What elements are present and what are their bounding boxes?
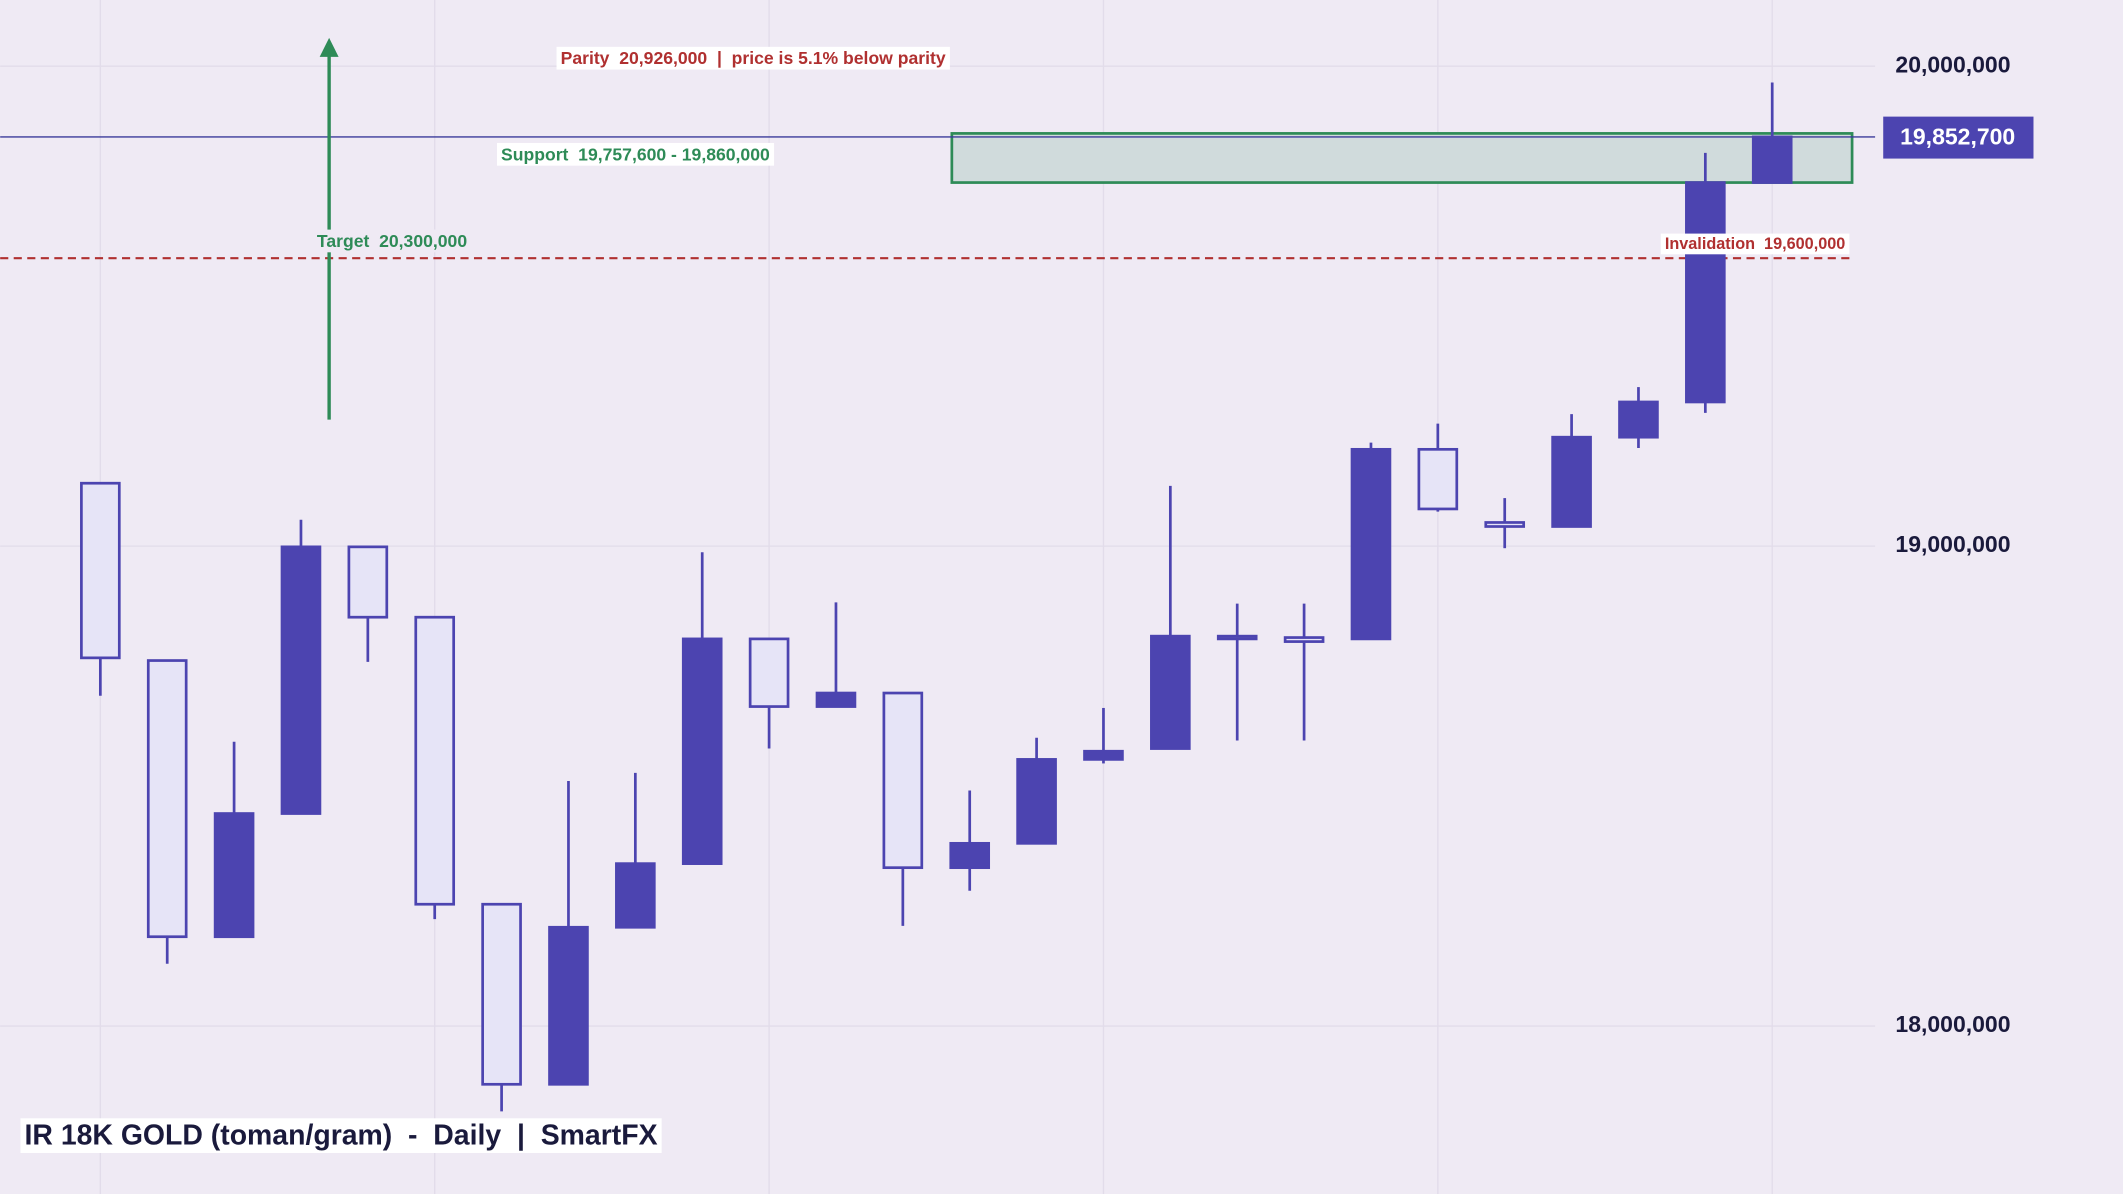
- candle-body: [1016, 758, 1057, 845]
- candle-body: [1685, 181, 1726, 404]
- candle-body: [681, 637, 723, 865]
- candle-body: [1150, 634, 1191, 750]
- candle-body: [615, 862, 656, 929]
- candle-body: [1083, 749, 1124, 761]
- zones: [0, 37, 1876, 420]
- candle-body: [1618, 400, 1659, 439]
- y-tick-label: 19,000,000: [1895, 531, 2010, 557]
- candle-body: [949, 841, 991, 870]
- invalidation-label-bg: [1660, 233, 1850, 255]
- candle-body: [280, 545, 322, 815]
- target-arrowhead: [319, 37, 339, 57]
- y-tick-label: 18,000,000: [1895, 1011, 2010, 1037]
- target-label-bg: [312, 229, 472, 253]
- candle-body: [1350, 447, 1392, 641]
- parity-label: Parity 20,926,000 | price is 5.1% below …: [561, 48, 946, 68]
- chart-title-bg: [20, 1118, 662, 1153]
- last-price-label: 19,852,700: [1900, 123, 2015, 149]
- y-tick-label: 20,000,000: [1895, 51, 2010, 77]
- candle-body: [548, 925, 589, 1086]
- parity-label-bg: [556, 46, 950, 70]
- candle-body: [1216, 634, 1258, 641]
- candle-body: [414, 615, 456, 906]
- candle-body: [146, 659, 188, 939]
- labels: 18,000,000 19,000,000 20,000,000 Parity 20,…: [20, 46, 2034, 1153]
- candle-body: [1417, 447, 1459, 511]
- candle-body: [1283, 636, 1325, 643]
- candle-body: [481, 902, 522, 1086]
- candle-body: [1551, 435, 1592, 528]
- support-zone: [950, 132, 1854, 184]
- candle-body: [1484, 521, 1526, 528]
- candle-body: [80, 481, 121, 660]
- candle-body: [882, 691, 924, 870]
- target-label: Target 20,300,000: [317, 231, 467, 251]
- last-price-box: [1883, 116, 2034, 159]
- candle-body: [815, 691, 857, 708]
- candle-body: [1751, 135, 1793, 184]
- candle-body: [213, 812, 255, 939]
- support-label-bg: [496, 142, 775, 166]
- invalidation-label: Invalidation 19,600,000: [1665, 235, 1845, 253]
- chart-title: IR 18K GOLD (toman/gram) - Daily | Smart…: [25, 1120, 658, 1152]
- candle-body: [748, 637, 790, 708]
- support-label: Support 19,757,600 - 19,860,000: [501, 144, 770, 164]
- candles: [80, 82, 1793, 1112]
- candle-body: [347, 545, 389, 619]
